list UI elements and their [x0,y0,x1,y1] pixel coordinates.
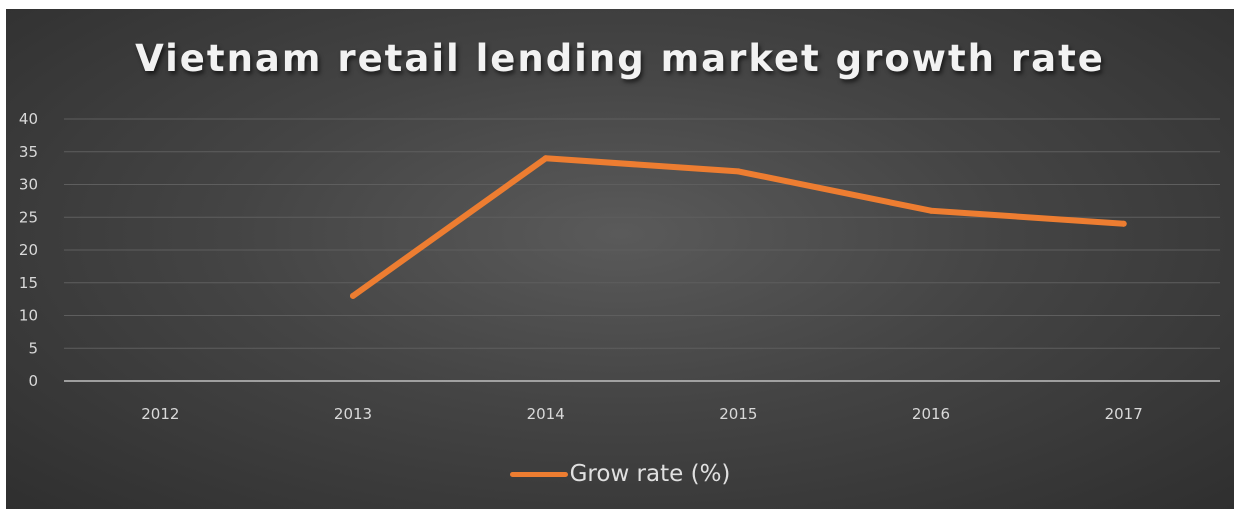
legend: Grow rate (%) [6,456,1234,492]
data-point [735,168,742,175]
y-tick-label: 5 [28,339,38,357]
x-tick-label: 2016 [912,405,950,423]
x-tick-label: 2015 [719,405,757,423]
data-point [542,155,549,162]
x-tick-label: 2017 [1105,405,1143,423]
chart-frame: Vietnam retail lending market growth rat… [6,9,1234,509]
y-tick-label: 10 [19,307,38,325]
x-tick-label: 2012 [141,405,179,423]
y-tick-label: 40 [19,110,38,128]
chart-title: Vietnam retail lending market growth rat… [135,37,1105,80]
y-tick-label: 15 [19,274,38,292]
gridlines [64,118,1220,349]
y-tick-label: 25 [19,208,38,226]
legend-label: Grow rate (%) [569,461,731,487]
y-tick-label: 30 [19,176,38,194]
data-point [1120,220,1127,227]
y-tick-label: 0 [28,372,38,390]
data-point [928,207,934,214]
legend-swatch [509,471,568,477]
y-axis-ticks: 0 5 10 15 20 25 30 35 40 [19,110,38,390]
series-line [350,155,1127,299]
x-tick-label: 2013 [334,405,372,423]
y-tick-label: 20 [19,241,38,259]
data-point [350,292,356,299]
x-axis-ticks: 2012 2013 2014 2015 2016 2017 [141,405,1143,423]
series-layer [350,155,1127,299]
x-tick-label: 2014 [527,405,565,423]
y-tick-label: 35 [19,143,38,161]
